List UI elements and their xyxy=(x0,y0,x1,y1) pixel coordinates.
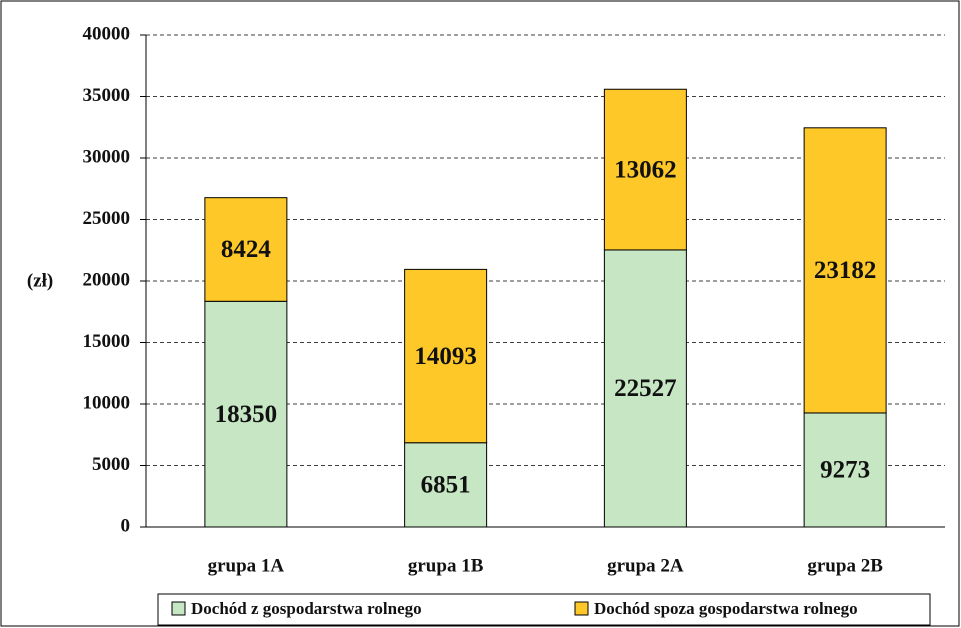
bar-segment xyxy=(603,249,687,528)
bar-segment xyxy=(204,300,288,528)
data-label: 23182 xyxy=(814,257,877,284)
bar-segment xyxy=(603,88,687,251)
data-label: 6851 xyxy=(421,472,471,499)
x-tick-label: grupa 2A xyxy=(607,555,684,576)
y-tick-label: 5000 xyxy=(92,454,130,475)
data-label: 18350 xyxy=(215,401,278,428)
y-tick-label: 10000 xyxy=(83,392,131,413)
bar-segment xyxy=(204,197,288,302)
bar-segment xyxy=(404,268,488,444)
data-label: 8424 xyxy=(221,236,272,263)
legend-label: Dochód z gospodarstwa rolnego xyxy=(191,599,422,618)
y-tick-label: 20000 xyxy=(83,269,131,290)
legend-box xyxy=(157,593,931,626)
x-tick-label: grupa 2B xyxy=(807,555,883,576)
data-label: 9273 xyxy=(820,457,870,484)
bar-segment xyxy=(404,442,488,528)
legend-label: Dochód spoza gospodarstwa rolnego xyxy=(594,599,858,618)
y-tick-label: 15000 xyxy=(83,331,131,352)
data-label: 13062 xyxy=(614,156,677,183)
y-axis-label: (zł) xyxy=(27,270,53,291)
y-tick-label: 0 xyxy=(121,515,131,536)
data-label: 22527 xyxy=(614,375,677,402)
x-tick-label: grupa 1A xyxy=(208,555,285,576)
bar-segment xyxy=(803,412,887,528)
bar-segment xyxy=(803,127,887,414)
x-tick-label: grupa 1B xyxy=(408,555,484,576)
y-tick-label: 30000 xyxy=(83,146,131,167)
y-tick-label: 25000 xyxy=(83,208,131,229)
legend-swatch xyxy=(574,601,589,616)
y-tick-label: 35000 xyxy=(83,85,131,106)
legend-swatch xyxy=(171,601,186,616)
y-tick-label: 40000 xyxy=(83,23,131,44)
data-label: 14093 xyxy=(414,343,477,370)
